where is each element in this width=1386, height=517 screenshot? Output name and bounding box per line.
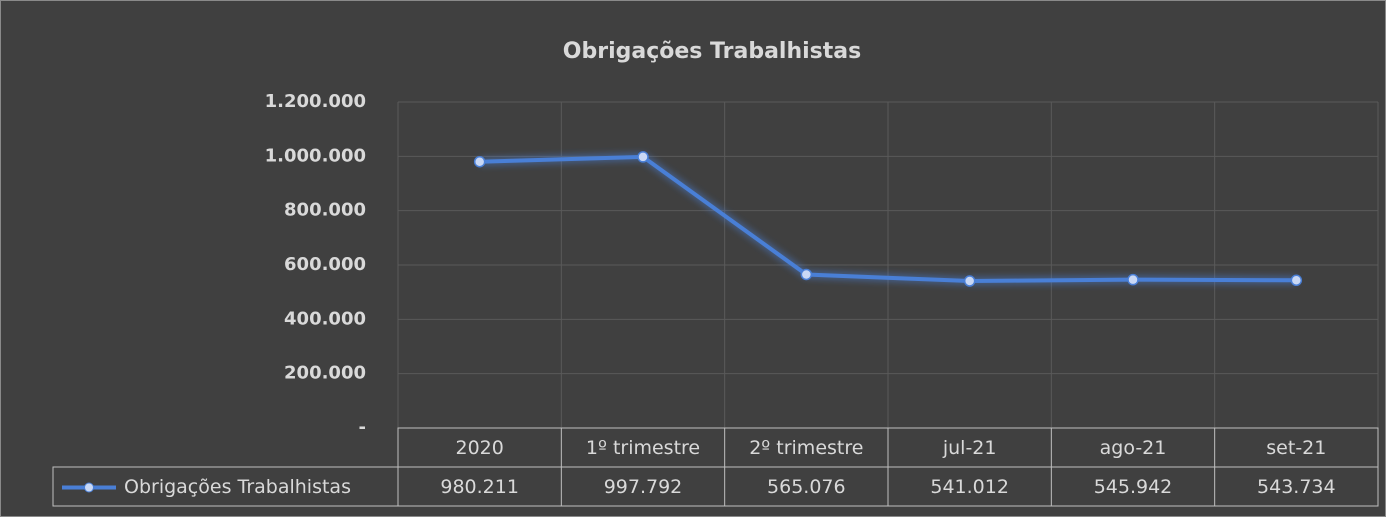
y-tick-label: 600.000 (284, 254, 366, 275)
y-tick-label: 800.000 (284, 200, 366, 221)
series-line (479, 154, 1297, 284)
table-value: 543.734 (1257, 476, 1336, 498)
y-tick-label: - (359, 417, 366, 438)
x-tick-label: 2º trimestre (749, 437, 863, 459)
y-tick-label: 200.000 (284, 363, 366, 384)
table-value: 980.211 (440, 476, 519, 498)
x-tick-label: jul-21 (942, 437, 997, 459)
x-tick-label: ago-21 (1100, 437, 1167, 459)
data-point (1127, 273, 1139, 286)
x-tick-label: 1º trimestre (586, 437, 700, 459)
y-tick-label: 1.000.000 (265, 145, 366, 166)
table-value: 545.942 (1094, 476, 1173, 498)
table-value: 997.792 (604, 476, 683, 498)
table-value: 541.012 (930, 476, 1009, 498)
chart-title: Obrigações Trabalhistas (563, 39, 861, 64)
data-point (800, 268, 813, 281)
data-point (963, 275, 976, 287)
y-tick-label: 1.200.000 (265, 91, 366, 112)
x-tick-label: 2020 (455, 437, 503, 459)
legend-marker (84, 482, 94, 493)
table-value: 565.076 (767, 476, 846, 498)
data-point (1290, 274, 1303, 287)
legend-label: Obrigações Trabalhistas (124, 476, 351, 498)
data-point (637, 151, 649, 163)
data-point (473, 155, 486, 168)
x-tick-label: set-21 (1266, 437, 1326, 459)
y-tick-label: 400.000 (284, 308, 366, 329)
